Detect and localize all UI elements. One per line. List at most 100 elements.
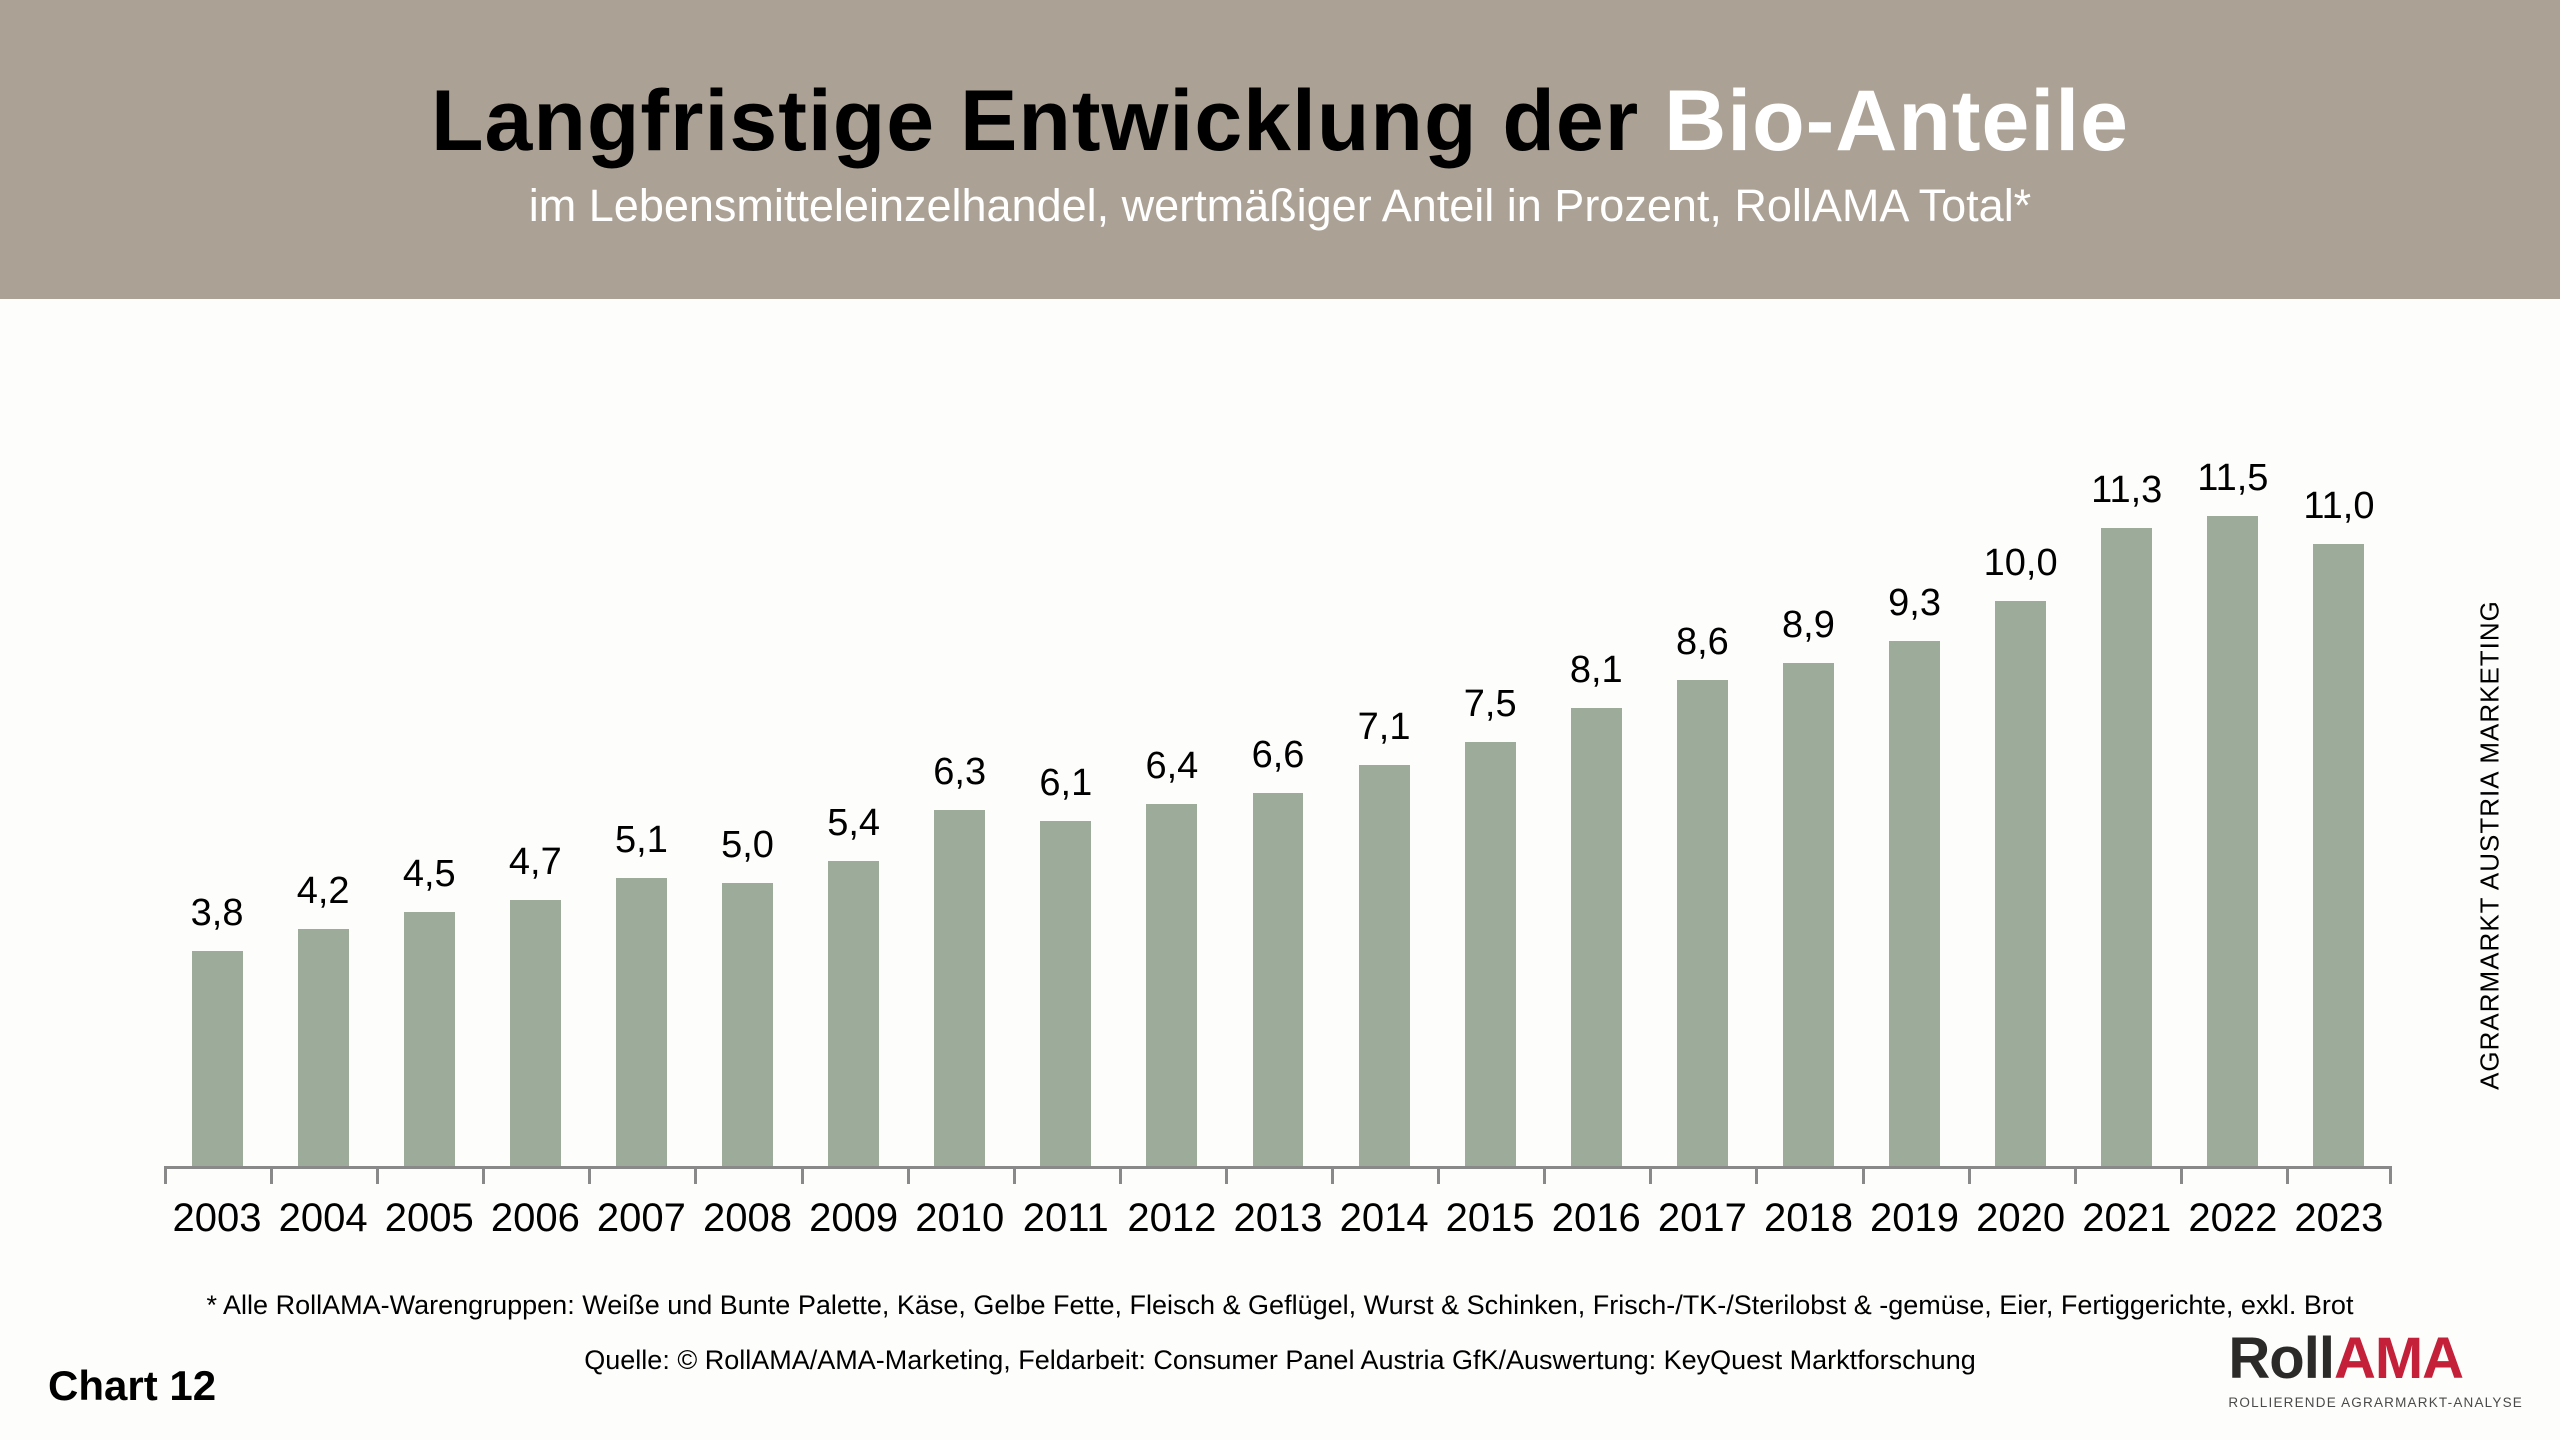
- bar-2023: [2313, 544, 2365, 1166]
- x-axis-tick: [906, 1169, 910, 1184]
- bar-value-label-2017: 8,6: [1675, 621, 1729, 663]
- x-axis-tick: [1331, 1169, 1335, 1184]
- x-axis-label-2021: 2021: [2082, 1196, 2172, 1240]
- logo-word-red: AMA: [2333, 1326, 2464, 1391]
- x-axis: [164, 1166, 2392, 1184]
- bar-2018: [1782, 663, 1834, 1166]
- bar-group-2011: 6,1: [1013, 420, 1119, 1166]
- bar-group-2014: 7,1: [1331, 420, 1437, 1166]
- x-axis-tick: [1967, 1169, 1971, 1184]
- bar-2013: [1252, 793, 1304, 1166]
- bar-value-label-2022: 11,5: [2197, 457, 2269, 499]
- x-axis-tick: [2389, 1169, 2392, 1184]
- bar-group-2019: 9,3: [1862, 420, 1968, 1166]
- x-axis-tick: [800, 1169, 804, 1184]
- bar-group-2009: 5,4: [801, 420, 907, 1166]
- bar-group-2022: 11,5: [2180, 420, 2286, 1166]
- rollama-wordmark: RollAMA: [2228, 1330, 2523, 1388]
- x-axis-tick: [2285, 1169, 2289, 1184]
- x-axis-tick: [1118, 1169, 1122, 1184]
- bar-2019: [1889, 641, 1940, 1166]
- x-axis-label-2008: 2008: [703, 1196, 792, 1240]
- footnote-quelle: Quelle: © RollAMA/AMA-Marketing, Feldarb…: [584, 1345, 1976, 1375]
- bar-group-2010: 6,3: [907, 420, 1013, 1166]
- x-axis-tick: [1755, 1169, 1759, 1184]
- logo-tagline: ROLLIERENDE AGRARMARKT-ANALYSE: [2228, 1395, 2523, 1410]
- bar-value-label-2018: 8,9: [1782, 604, 1835, 646]
- bar-2007: [615, 878, 667, 1166]
- x-axis-label-2020: 2020: [1976, 1196, 2066, 1240]
- logo-word-dark: Roll: [2228, 1326, 2335, 1391]
- x-axis-tick: [1649, 1169, 1653, 1184]
- bar-2022: [2207, 516, 2259, 1166]
- x-axis-tick: [2073, 1169, 2077, 1184]
- x-axis-tick: [482, 1169, 486, 1184]
- bar-2014: [1358, 765, 1410, 1166]
- chart-number: Chart 12: [48, 1362, 217, 1409]
- bar-value-label-2016: 8,1: [1569, 649, 1623, 691]
- x-axis-label-2023: 2023: [2294, 1196, 2384, 1240]
- bar-group-2015: 7,5: [1437, 420, 1543, 1166]
- bar-value-label-2011: 6,1: [1039, 762, 1093, 804]
- bar-group-2004: 4,2: [270, 420, 376, 1166]
- bar-group-2020: 10,0: [1968, 420, 2074, 1166]
- bar-value-label-2014: 7,1: [1357, 706, 1411, 748]
- bar-2010: [934, 810, 986, 1166]
- bar-2020: [1995, 601, 2047, 1166]
- bar-group-2021: 11,3: [2074, 420, 2180, 1166]
- footnote-warengruppen: * Alle RollAMA-Warengruppen: Weiße und B…: [206, 1290, 2354, 1320]
- x-axis-label-2011: 2011: [1022, 1196, 1109, 1240]
- bar-group-2016: 8,1: [1543, 420, 1649, 1166]
- x-axis-label-2003: 2003: [172, 1196, 262, 1240]
- bar-value-label-2019: 9,3: [1888, 582, 1941, 624]
- bar-2017: [1676, 680, 1728, 1166]
- bar-value-label-2010: 6,3: [933, 751, 987, 793]
- x-axis-tick: [1543, 1169, 1547, 1184]
- x-axis-labels: 2003 2004 2005 2006 2007 2008 2009 2010 2011 2012…: [164, 1196, 2392, 1241]
- x-axis-tick: [270, 1169, 274, 1184]
- x-axis-tick: [1224, 1169, 1228, 1184]
- bar-value-label-2005: 4,5: [402, 853, 456, 895]
- x-axis-label-2005: 2005: [384, 1196, 474, 1240]
- bar-group-2018: 8,9: [1755, 420, 1861, 1166]
- x-axis-tick: [1861, 1169, 1865, 1184]
- x-axis-tick: [376, 1169, 380, 1184]
- x-axis-label-2016: 2016: [1551, 1196, 1641, 1240]
- title-part-dark: Langfristige Entwicklung der: [430, 73, 1665, 169]
- x-axis-label-2019: 2019: [1870, 1196, 1960, 1240]
- bar-2015: [1464, 742, 1516, 1166]
- bar-group-2007: 5,1: [588, 420, 694, 1166]
- x-axis-label-2015: 2015: [1445, 1196, 1535, 1240]
- x-axis-label-2022: 2022: [2188, 1196, 2278, 1240]
- bar-2004: [297, 929, 349, 1166]
- bar-2012: [1146, 804, 1198, 1166]
- bar-group-2013: 6,6: [1225, 420, 1331, 1166]
- bar-value-label-2007: 5,1: [615, 819, 668, 861]
- bar-group-2017: 8,6: [1649, 420, 1755, 1166]
- bar-2006: [509, 900, 561, 1166]
- plot-area: 3,8 4,2 4,5 4,7 5,1 5,0 5,4 6,3 6,1 6,4 6,6 7,1 7,5 8…: [164, 420, 2392, 1166]
- x-axis-label-2017: 2017: [1657, 1196, 1747, 1240]
- bar-value-label-2013: 6,6: [1251, 734, 1305, 776]
- x-axis-label-2018: 2018: [1763, 1196, 1853, 1240]
- x-axis-label-2013: 2013: [1233, 1196, 1323, 1240]
- page-subtitle: im Lebensmitteleinzelhandel, wertmäßiger…: [528, 180, 2032, 231]
- x-axis-label-2007: 2007: [596, 1196, 686, 1240]
- page-title: Langfristige Entwicklung der Bio-Anteile: [0, 0, 2560, 164]
- side-vertical-label: AGRARMARKT AUSTRIA MARKETING: [2474, 600, 2505, 1090]
- x-axis-label-2004: 2004: [278, 1196, 368, 1240]
- x-axis-label-2006: 2006: [490, 1196, 580, 1240]
- bar-value-label-2008: 5,0: [721, 824, 774, 866]
- bar-value-label-2009: 5,4: [827, 802, 881, 844]
- bar-value-label-2003: 3,8: [190, 892, 244, 934]
- x-axis-label-2010: 2010: [915, 1196, 1005, 1240]
- bar-2005: [403, 912, 455, 1166]
- bar-group-2008: 5,0: [694, 420, 800, 1166]
- bar-2003: [191, 951, 243, 1166]
- bar-group-2005: 4,5: [376, 420, 482, 1166]
- bar-value-label-2023: 11,0: [2303, 485, 2375, 527]
- title-part-light: Bio-Anteile: [1664, 73, 2130, 169]
- bar-value-label-2020: 10,0: [1983, 542, 2058, 584]
- x-axis-tick: [1012, 1169, 1016, 1184]
